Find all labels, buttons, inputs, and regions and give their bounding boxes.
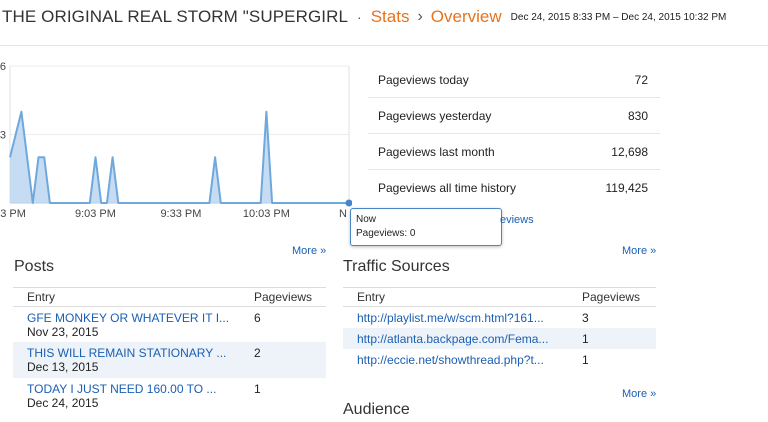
chart-x-tick-label: 33 PM — [0, 208, 26, 220]
traffic-table-header: Entry Pageviews — [343, 287, 656, 307]
stat-row-yesterday: Pageviews yesterday 830 — [368, 98, 660, 134]
pageviews-chart[interactable]: 6 3 33 PM 9:03 PM 9:33 PM 10:03 PM N — [0, 60, 352, 225]
chart-x-tick-label: N — [339, 208, 347, 220]
post-date: Dec 24, 2015 — [27, 396, 99, 410]
stat-row-all-time: Pageviews all time history 119,425 — [368, 170, 660, 206]
date-range[interactable]: Dec 24, 2015 8:33 PM – Dec 24, 2015 10:3… — [510, 11, 727, 23]
stat-row-today: Pageviews today 72 — [368, 62, 660, 98]
chart-current-point — [345, 199, 352, 207]
audience-section-title: Audience — [343, 401, 410, 418]
breadcrumb-overview[interactable]: Overview — [430, 7, 502, 26]
breadcrumb-separator: › — [417, 8, 423, 25]
breadcrumb-stats[interactable]: Stats — [370, 7, 410, 26]
chart-y-tick-label: 3 — [0, 130, 6, 142]
traffic-source-link[interactable]: http://atlanta.backpage.com/Fema... — [357, 332, 549, 346]
traffic-more-link[interactable]: More » — [622, 245, 657, 257]
stat-label: Pageviews all time history — [378, 181, 517, 195]
stat-row-last-month: Pageviews last month 12,698 — [368, 134, 660, 170]
post-date: Nov 23, 2015 — [27, 325, 99, 339]
blog-title[interactable]: THE ORIGINAL REAL STORM "SUPERGIRL — [2, 7, 349, 26]
chart-y-tick-label: 6 — [0, 61, 6, 73]
posts-table: Entry Pageviews GFE MONKEY OR WHATEVER I… — [13, 287, 326, 414]
chart-x-tick-label: 9:03 PM — [75, 208, 116, 220]
table-row: http://eccie.net/showthread.php?t... 1 — [343, 349, 656, 370]
traffic-source-link[interactable]: http://eccie.net/showthread.php?t... — [357, 353, 544, 367]
post-views: 2 — [254, 346, 261, 360]
page-header: THE ORIGINAL REAL STORM "SUPERGIRL · Sta… — [0, 0, 768, 34]
stat-label: Pageviews yesterday — [378, 108, 492, 123]
traffic-table: Entry Pageviews http://playlist.me/w/scm… — [343, 287, 656, 370]
tooltip-title: Now — [356, 214, 377, 225]
table-row: GFE MONKEY OR WHATEVER IT I... Nov 23, 2… — [13, 307, 326, 342]
chart-series-line — [9, 110, 349, 204]
traffic-views: 1 — [582, 332, 589, 346]
chart-area — [10, 111, 349, 203]
col-entry: Entry — [357, 290, 386, 304]
stat-label: Pageviews today — [378, 72, 469, 87]
audience-more-link[interactable]: More » — [622, 388, 657, 400]
chart-views-link[interactable]: eviews — [500, 214, 534, 226]
table-row: http://playlist.me/w/scm.html?161... 3 — [343, 307, 656, 328]
traffic-views: 3 — [582, 311, 589, 325]
stat-value: 72 — [634, 72, 648, 87]
tooltip-value: Pageviews: 0 — [356, 228, 416, 239]
post-views: 6 — [254, 311, 261, 325]
stat-label: Pageviews last month — [378, 144, 495, 159]
col-pageviews: Pageviews — [254, 290, 313, 304]
posts-more-link[interactable]: More » — [292, 245, 327, 257]
stat-value: 119,425 — [605, 181, 649, 195]
post-link[interactable]: THIS WILL REMAIN STATIONARY ... — [27, 346, 227, 360]
table-row: http://atlanta.backpage.com/Fema... 1 — [343, 328, 656, 349]
posts-table-header: Entry Pageviews — [13, 287, 326, 307]
table-row: THIS WILL REMAIN STATIONARY ... Dec 13, … — [13, 342, 326, 378]
post-date: Dec 13, 2015 — [27, 360, 99, 374]
chart-x-tick-label: 9:33 PM — [160, 208, 201, 220]
stat-value: 12,698 — [611, 144, 648, 159]
pageviews-summary: Pageviews today 72 Pageviews yesterday 8… — [368, 62, 660, 206]
title-separator: · — [357, 9, 362, 25]
traffic-views: 1 — [582, 353, 589, 367]
pageviews-chart-svg: 6 3 33 PM 9:03 PM 9:33 PM 10:03 PM N — [0, 61, 352, 220]
chart-x-tick-label: 10:03 PM — [243, 208, 290, 220]
traffic-source-link[interactable]: http://playlist.me/w/scm.html?161... — [357, 311, 544, 325]
stat-value: 830 — [627, 108, 648, 123]
col-pageviews: Pageviews — [582, 290, 641, 304]
traffic-section-title: Traffic Sources — [343, 258, 450, 275]
col-entry: Entry — [27, 290, 56, 304]
header-divider — [0, 45, 768, 46]
posts-section-title: Posts — [14, 258, 55, 275]
post-views: 1 — [254, 382, 261, 396]
post-link[interactable]: GFE MONKEY OR WHATEVER IT I... — [27, 311, 230, 325]
post-link[interactable]: TODAY I JUST NEED 160.00 TO ... — [27, 382, 217, 396]
table-row: TODAY I JUST NEED 160.00 TO ... Dec 24, … — [13, 378, 326, 414]
chart-tooltip: Now Pageviews: 0 — [350, 208, 502, 246]
